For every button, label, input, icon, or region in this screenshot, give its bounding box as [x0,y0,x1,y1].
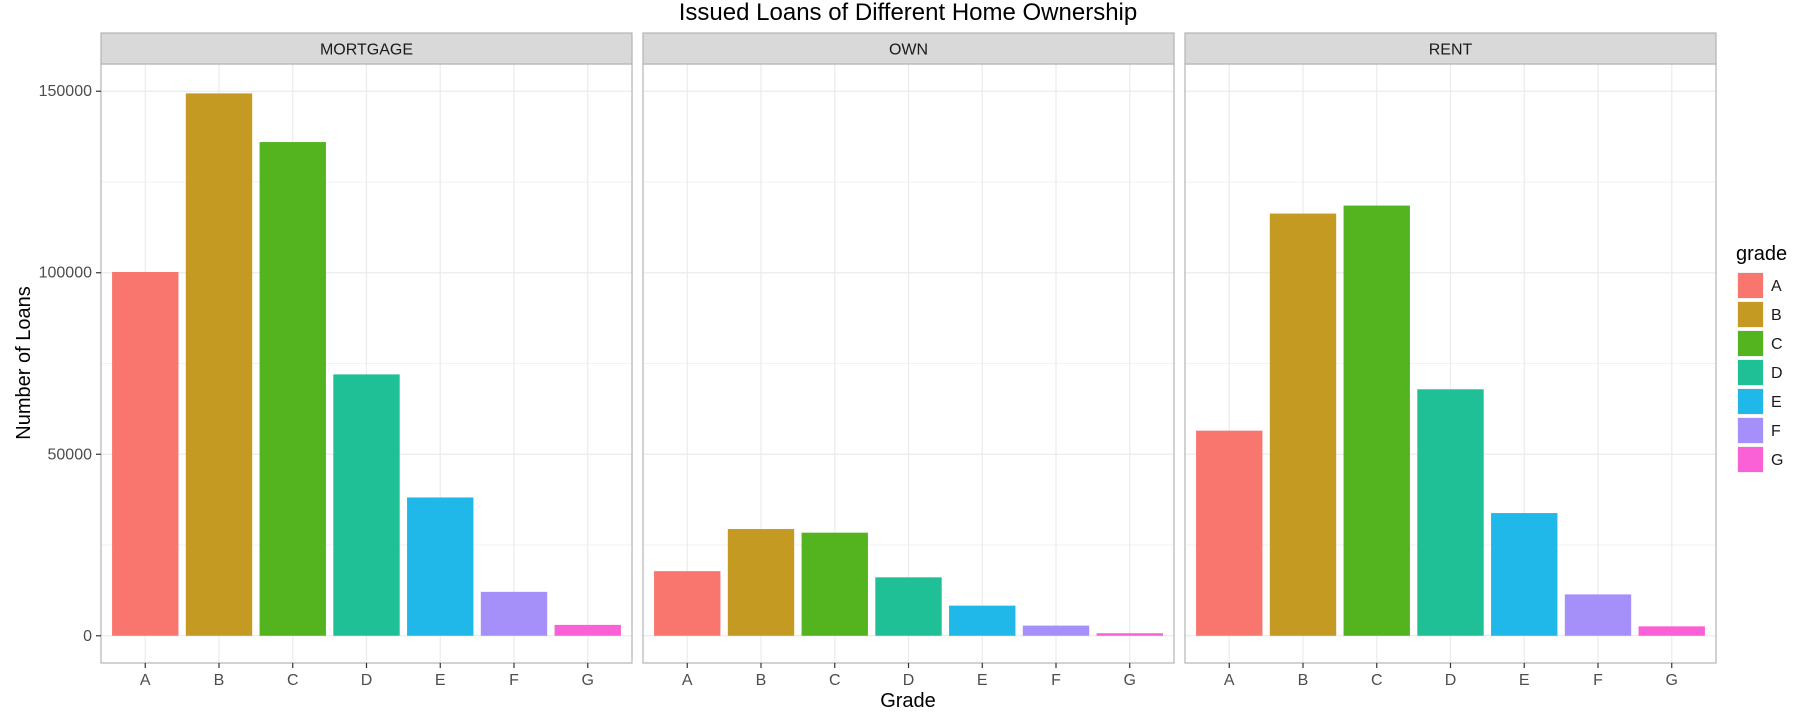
bar-own-d [875,577,942,636]
bar-mortgage-e [407,497,474,636]
facet-strip-label: MORTGAGE [320,42,413,59]
bar-rent-c [1343,205,1410,636]
bar-own-b [727,529,795,636]
bar-mortgage-b [185,93,253,636]
bar-mortgage-a [112,272,179,636]
y-tick-label: 0 [83,628,92,645]
x-tick-label: E [977,672,988,689]
legend-swatch-c [1738,331,1763,356]
bar-rent-e [1491,513,1558,636]
x-tick-label: G [1666,672,1678,689]
legend-entry-label: D [1771,365,1783,382]
bar-rent-g [1638,626,1705,636]
facet-panel-mortgage: MORTGAGE A B C D E F G [100,32,633,689]
x-tick-label: D [903,672,915,689]
x-tick-label: D [1445,672,1457,689]
x-tick-label: A [1224,672,1235,689]
x-tick-label: B [214,672,225,689]
y-tick-label: 100000 [39,265,92,282]
x-tick-label: C [287,672,299,689]
x-axis-label: Grade [880,690,936,712]
x-tick-label: A [682,672,693,689]
legend-swatch-f [1738,418,1763,443]
bar-rent-b [1269,213,1337,636]
x-tick-label: F [509,672,519,689]
x-tick-label: G [1124,672,1136,689]
bar-mortgage-g [554,624,621,636]
legend-swatch-g [1738,447,1763,472]
x-tick-label: E [435,672,446,689]
legend-entry-label: F [1771,423,1781,440]
legend-entry-label: E [1771,394,1782,411]
x-tick-label: F [1593,672,1603,689]
facet-panels: MORTGAGE A B C D E F G OWN A B C D E F G RENT A B C D E F G [100,32,1717,689]
facet-strip-label: RENT [1429,42,1473,59]
facet-panel-own: OWN A B C D E F G [642,32,1175,689]
bar-mortgage-f [480,591,548,636]
x-tick-label: D [361,672,373,689]
x-tick-label: B [756,672,767,689]
legend-swatch-d [1738,360,1763,385]
legend-entry-label: C [1771,336,1783,353]
legend-swatch-a [1738,273,1763,298]
bar-own-g [1096,633,1163,636]
facet-strip [642,32,1175,65]
legend-entry-label: A [1771,278,1782,295]
legend-swatch-b [1738,302,1763,327]
y-tick-label: 150000 [39,83,92,100]
x-tick-label: G [582,672,594,689]
legend-entry-label: B [1771,307,1782,324]
bar-own-a [654,571,721,636]
x-tick-label: F [1051,672,1061,689]
facet-strip-label: OWN [889,42,928,59]
bar-own-c [801,532,868,636]
bar-rent-f [1564,594,1632,636]
bar-own-f [1022,625,1090,636]
x-tick-label: B [1298,672,1309,689]
facet-panel-rent: RENT A B C D E F G [1184,32,1717,689]
chart-title: Issued Loans of Different Home Ownership [679,0,1137,26]
legend-title: grade [1736,243,1787,265]
bar-mortgage-d [333,374,400,636]
x-tick-label: C [829,672,841,689]
x-tick-label: E [1519,672,1530,689]
y-axis: 0 50000 100000 150000 [39,83,101,645]
legend-swatch-e [1738,389,1763,414]
legend-entry-label: G [1771,452,1783,469]
bar-own-e [949,605,1016,636]
bar-mortgage-c [259,142,326,636]
bar-rent-a [1196,430,1263,636]
bar-rent-d [1417,389,1484,636]
x-tick-label: A [140,672,151,689]
y-axis-label: Number of Loans [13,286,35,439]
x-tick-label: C [1371,672,1383,689]
facet-strip [100,32,633,65]
y-tick-label: 50000 [48,446,93,463]
facet-strip [1184,32,1717,65]
